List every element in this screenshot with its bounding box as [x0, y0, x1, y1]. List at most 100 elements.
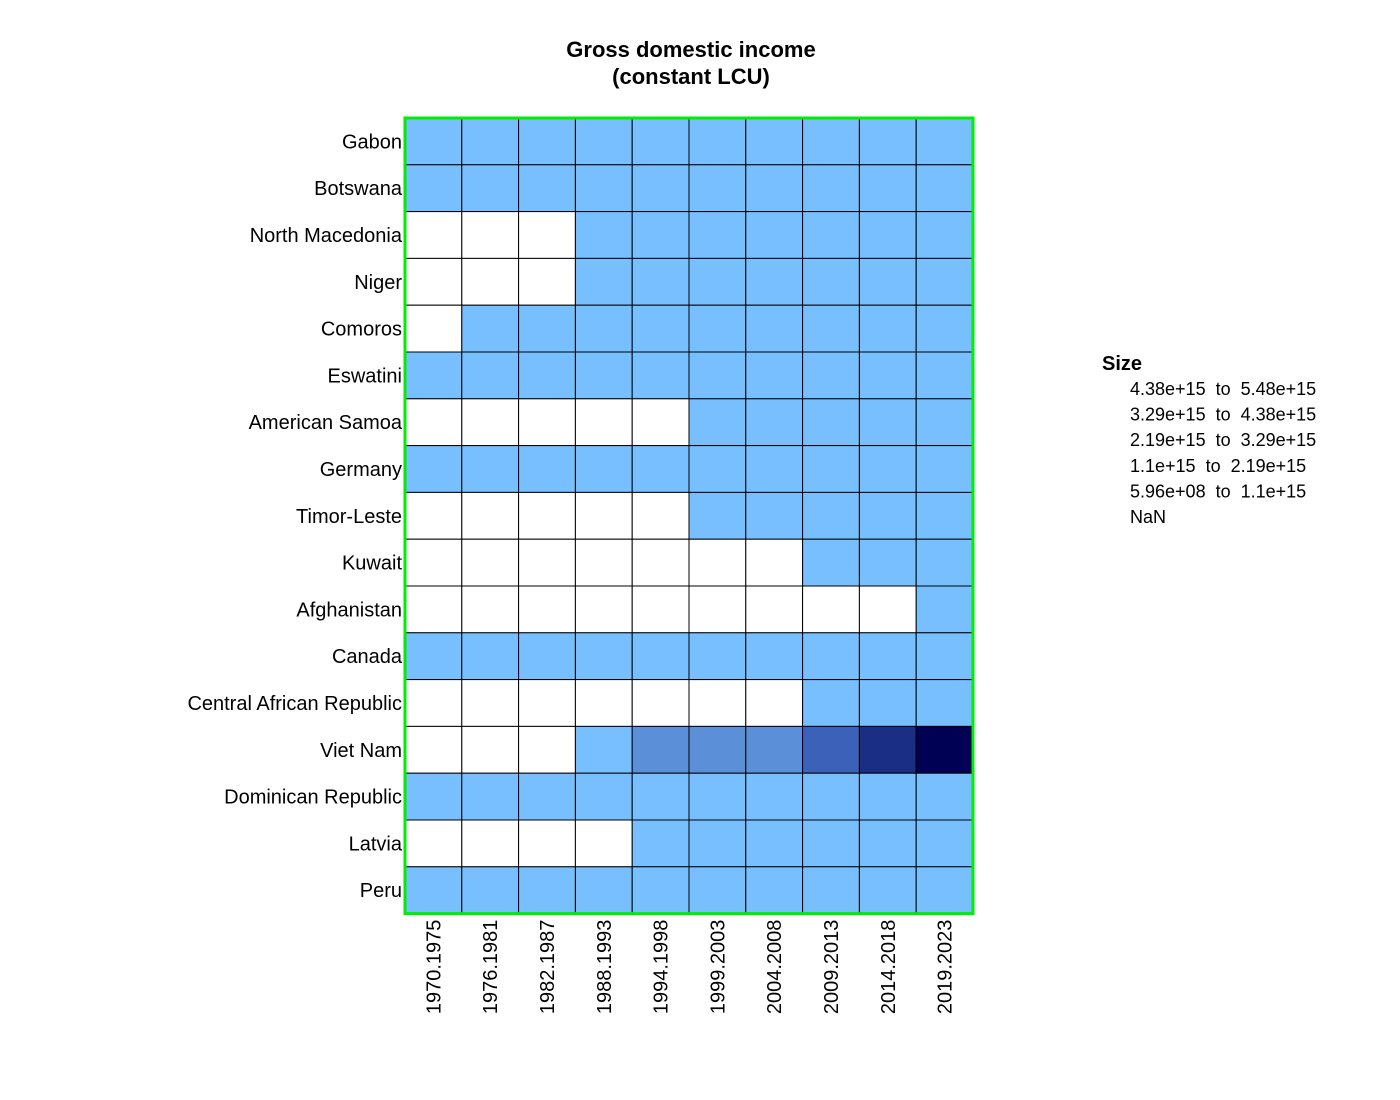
heatmap-cell — [574, 866, 633, 915]
heatmap-cell — [461, 679, 520, 727]
heatmap-cell — [745, 211, 804, 259]
x-tick-label: 1976.1981 — [480, 920, 502, 1015]
x-tick-label: 1970.1975 — [423, 920, 445, 1015]
heatmap-cell — [688, 772, 747, 821]
heatmap-cell — [802, 772, 860, 821]
heatmap-cell — [745, 819, 804, 868]
heatmap-cell — [518, 445, 576, 493]
heatmap-cell — [518, 398, 576, 447]
heatmap-cell — [915, 585, 974, 634]
heatmap-cell — [688, 445, 747, 493]
heatmap-cell — [461, 164, 520, 213]
heatmap-cell — [574, 211, 633, 259]
heatmap-cell — [631, 211, 690, 259]
heatmap-cell — [858, 164, 917, 213]
y-tick-label: Botswana — [314, 178, 403, 200]
x-tick-label: 2009.2013 — [821, 920, 843, 1015]
heatmap-cell — [858, 585, 917, 634]
heatmap-cell — [574, 585, 633, 634]
y-tick-label: Gabon — [342, 131, 402, 153]
y-tick-label: Viet Nam — [320, 740, 402, 762]
heatmap-cell — [915, 445, 974, 493]
chart-title-line: Gross domestic income — [566, 37, 815, 62]
y-axis-labels: Gabon Botswana North Macedonia Niger Comoros… — [187, 131, 402, 902]
heatmap-cell — [574, 538, 633, 587]
heatmap-cell — [858, 772, 917, 821]
heatmap-cell — [631, 772, 690, 821]
heatmap-cell — [802, 491, 860, 540]
heatmap-cell — [574, 117, 633, 166]
heatmap-cell — [631, 585, 690, 634]
heatmap-cell — [631, 445, 690, 493]
heatmap-cell — [688, 491, 747, 540]
heatmap-cell — [858, 117, 917, 166]
y-tick-label: Germany — [320, 459, 402, 481]
heatmap-cell — [574, 398, 633, 447]
heatmap-cell — [518, 164, 576, 213]
legend-entry: 1.1e+15 to 2.19e+15 — [1130, 456, 1306, 476]
x-tick-label: 2014.2018 — [878, 920, 900, 1015]
legend-entry: 2.19e+15 to 3.29e+15 — [1130, 430, 1316, 450]
heatmap-cell — [745, 351, 804, 400]
y-tick-label: Afghanistan — [296, 599, 402, 621]
heatmap-cell — [631, 117, 690, 166]
heatmap-cell — [688, 211, 747, 259]
heatmap-cell — [574, 304, 633, 353]
heatmap-cell — [631, 679, 690, 727]
heatmap-cell — [404, 538, 463, 587]
heatmap-cell — [858, 866, 917, 915]
y-tick-label: Central African Republic — [187, 693, 402, 715]
heatmap-cell — [461, 725, 520, 774]
heatmap-cell — [404, 819, 463, 868]
heatmap-cell — [574, 679, 633, 727]
heatmap-cell — [518, 117, 576, 166]
heatmap-cell — [688, 866, 747, 915]
heatmap-cell — [745, 304, 804, 353]
legend-entry: NaN — [1130, 507, 1166, 527]
heatmap-cell — [688, 351, 747, 400]
heatmap-cell — [404, 585, 463, 634]
x-tick-label: 1982.1987 — [537, 920, 559, 1015]
heatmap-cell — [858, 304, 917, 353]
heatmap-cell — [915, 725, 974, 774]
heatmap-cell — [802, 632, 860, 681]
heatmap-cell — [574, 351, 633, 400]
y-tick-label: Comoros — [321, 319, 402, 341]
heatmap-cell — [915, 866, 974, 915]
heatmap-cell — [802, 538, 860, 587]
heatmap-cell — [404, 866, 463, 915]
heatmap-cell — [574, 772, 633, 821]
heatmap-cell — [461, 538, 520, 587]
heatmap-cell — [518, 679, 576, 727]
heatmap-cell — [631, 351, 690, 400]
heatmap-cell — [802, 866, 860, 915]
heatmap-cell — [688, 538, 747, 587]
heatmap-cell — [631, 538, 690, 587]
heatmap-cell — [745, 866, 804, 915]
heatmap-cell — [518, 866, 576, 915]
heatmap-cell — [574, 725, 633, 774]
heatmap-cell — [688, 725, 747, 774]
heatmap-cell — [858, 491, 917, 540]
heatmap-cell — [745, 257, 804, 306]
heatmap-cell — [858, 445, 917, 493]
heatmap-cell — [745, 679, 804, 727]
x-tick-label: 2019.2023 — [935, 920, 957, 1015]
heatmap-cell — [802, 164, 860, 213]
heatmap-cell — [574, 257, 633, 306]
heatmap-cell — [518, 491, 576, 540]
heatmap-cell — [574, 819, 633, 868]
plot-frame — [403, 116, 975, 916]
heatmap-cell — [461, 772, 520, 821]
heatmap-cell — [688, 117, 747, 166]
heatmap-cell — [518, 304, 576, 353]
heatmap-cell — [518, 211, 576, 259]
heatmap-cell — [404, 445, 463, 493]
heatmap-cell — [802, 819, 860, 868]
chart-title-line: (constant LCU) — [612, 64, 770, 89]
heatmap-cell — [858, 257, 917, 306]
heatmap-cell — [915, 819, 974, 868]
heatmap-cell — [631, 866, 690, 915]
heatmap-cell — [858, 538, 917, 587]
heatmap-cell — [631, 398, 690, 447]
